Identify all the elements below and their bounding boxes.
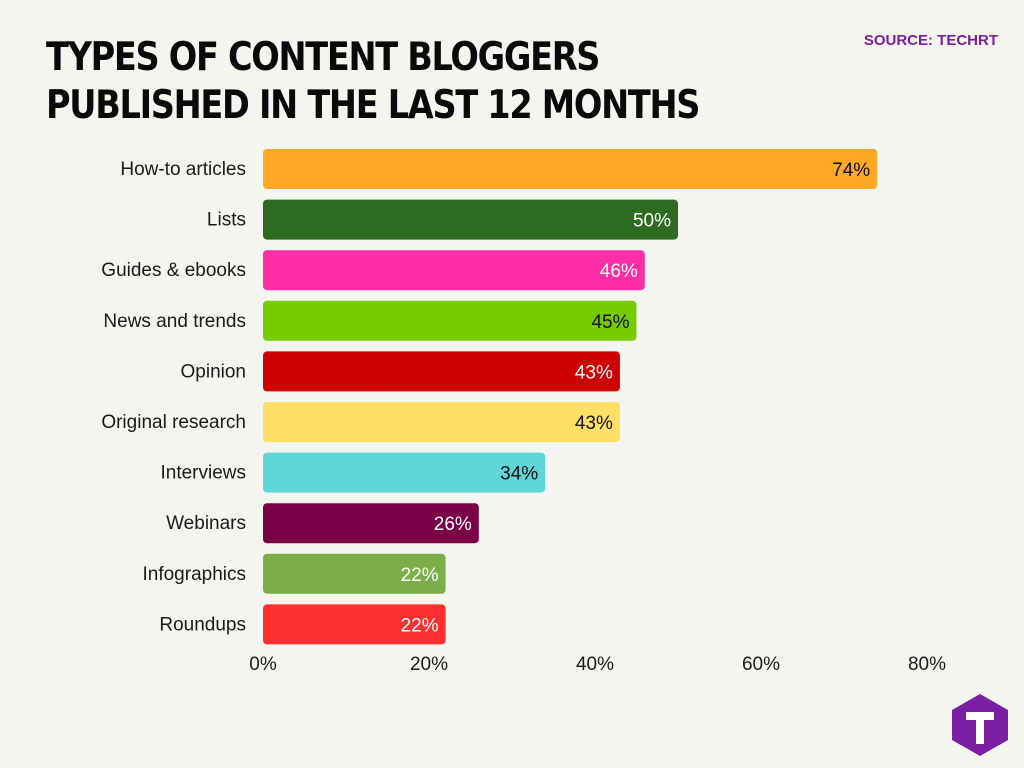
bar-value-label: 45% [591,312,629,333]
bar-value-label: 43% [575,362,613,383]
techrt-logo-icon [952,694,1008,756]
bar-value-label: 43% [575,413,613,434]
bar-2 [263,250,645,291]
category-label: Interviews [160,463,246,484]
x-tick-label: 40% [576,654,614,675]
bars-layer: 74% 50% 46% 45% 43% 43% 34% 26% 22% 22% [263,149,878,645]
bar-8 [263,553,446,594]
x-tick-label: 0% [249,654,277,675]
bar-3 [263,300,637,341]
bar-6 [263,452,546,493]
category-label: Guides & ebooks [101,260,246,281]
category-label: Infographics [142,564,246,585]
x-tick-label: 80% [908,654,946,675]
category-label: Lists [207,210,246,231]
category-label: Webinars [166,513,246,534]
source-label: SOURCE: TECHRT [863,32,998,49]
category-label: Original research [101,412,246,433]
bar-value-label: 22% [401,565,439,586]
bar-value-label: 26% [434,514,472,535]
bar-9 [263,604,446,645]
category-label: How-to articles [120,159,246,180]
category-label: Roundups [159,614,246,635]
x-tick-label: 20% [410,654,448,675]
bar-1 [263,199,678,240]
x-tick-label: 60% [742,654,780,675]
bar-value-label: 74% [832,160,870,181]
bar-value-label: 22% [401,615,439,636]
bar-value-label: 34% [500,464,538,485]
x-axis-ticks-layer: 0% 20% 40% 60% 80% [249,654,946,675]
bar-0 [263,149,878,189]
bar-value-label: 46% [600,261,638,282]
category-labels-layer: How-to articles Lists Guides & ebooks News … [101,159,246,635]
bar-7 [263,503,479,544]
bar-5 [263,402,620,442]
category-label: Opinion [181,361,247,382]
bar-value-label: 50% [633,211,671,232]
bar-4 [263,351,620,392]
chart-title: TYPES OF CONTENT BLOGGERS PUBLISHED IN T… [46,35,700,128]
category-label: News and trends [103,311,246,332]
